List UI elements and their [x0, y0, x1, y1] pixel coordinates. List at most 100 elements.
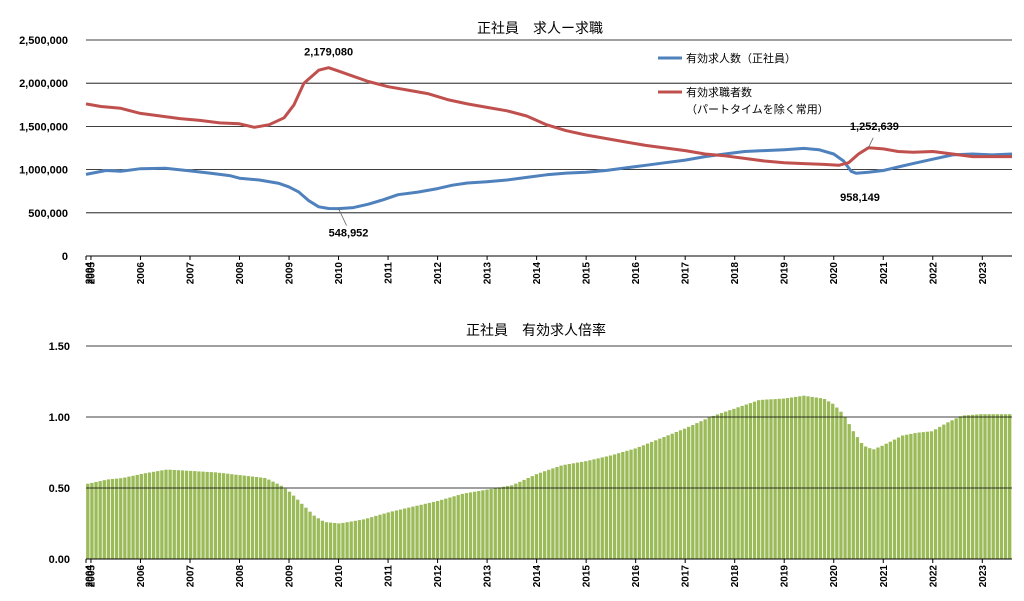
chart-2-bar: [304, 507, 308, 559]
chart-1-x-tick: 2014: [532, 262, 543, 285]
chart-2-bar: [209, 472, 213, 559]
chart-2-bar: [798, 396, 802, 559]
chart-2-bar: [835, 407, 839, 559]
chart-2-bar: [913, 433, 917, 559]
chart-2-bar: [538, 472, 543, 559]
chart-2-bar: [588, 460, 592, 559]
chart-2-bar: [658, 438, 662, 559]
chart-2-bar: [555, 467, 559, 559]
chart-2-bar: [872, 449, 876, 559]
chart-2-bar: [975, 414, 979, 559]
chart-1-x-tick: 2006: [136, 262, 147, 285]
chart-1-x-tick: 2021: [879, 262, 890, 285]
chart-2-bar: [493, 488, 497, 559]
chart-1-x-tick: 2012: [433, 262, 444, 285]
chart-2-bar: [896, 437, 901, 559]
chart-2-x-tick: 2022: [928, 565, 939, 588]
chart-1-x-tick: 2015: [582, 262, 593, 285]
chart-2-bar: [699, 421, 703, 559]
chart-2-bar: [514, 483, 518, 559]
chart-2-bar: [312, 515, 316, 559]
chart-2-bar: [308, 511, 312, 559]
chart-2-bar: [666, 435, 670, 559]
chart-2-bar: [814, 397, 818, 559]
chart-2-bar: [756, 400, 761, 559]
chart-2-bar: [189, 470, 193, 559]
chart-2-bar: [617, 453, 621, 559]
chart-2-x-tick: 2011: [384, 565, 395, 587]
chart-2-bar: [748, 403, 753, 559]
chart-2-bar: [353, 520, 357, 559]
chart-2-bar: [250, 476, 255, 559]
chart-2-bar: [641, 445, 646, 559]
chart-2-y-tick: 0.50: [49, 483, 70, 495]
chart-2-bar: [197, 471, 201, 559]
chart-2-bar: [645, 443, 650, 559]
chart-2-bar: [979, 414, 983, 559]
chart-2-title: 正社員 有効求人倍率: [466, 322, 606, 339]
chart-2-bar: [180, 470, 185, 559]
chart-1-y-tick: 500,000: [28, 208, 68, 220]
chart-2-bar: [168, 469, 172, 559]
chart-2-bar: [403, 508, 407, 559]
chart-2-bar: [230, 474, 234, 559]
chart-2-bar: [769, 399, 773, 559]
chart-2-bar: [925, 431, 930, 559]
chart-2-bar: [473, 491, 477, 559]
chart-2-bar: [789, 397, 794, 559]
chart-1-x-tick: 2005: [86, 262, 97, 285]
chart-2-bar: [761, 399, 765, 559]
chart-1-y-tick: 1,500,000: [19, 121, 68, 133]
chart-2-bar: [341, 522, 345, 559]
chart-2-bar: [991, 414, 995, 559]
chart-1-x-tick: 2023: [978, 262, 989, 285]
chart-2-bar: [818, 398, 823, 559]
chart-2-bar: [90, 482, 94, 559]
chart-2-x-tick: 2020: [829, 565, 840, 588]
chart-2-bar: [995, 414, 1000, 559]
chart-2-bar: [839, 411, 843, 559]
chart-2-bar: [398, 509, 403, 559]
chart-2-bar: [328, 522, 333, 559]
chart-2-bar: [802, 395, 806, 559]
chart-2-bar: [435, 501, 440, 559]
chart-2-bar: [728, 410, 732, 559]
chart-2-bar: [637, 446, 641, 559]
chart-2-bar: [567, 464, 571, 559]
chart-2-bar: [287, 491, 292, 559]
chart-2-bar: [1008, 414, 1012, 559]
chart-2-bar: [464, 493, 469, 559]
chart-2-bar: [855, 437, 860, 559]
chart-2-bar: [687, 426, 691, 559]
chart-2-bar: [366, 518, 370, 559]
chart-2-x-tick: 2007: [185, 565, 196, 588]
chart-2-bar: [752, 401, 757, 559]
chart-2-bar: [452, 496, 456, 559]
chart-2-bar: [580, 461, 584, 559]
chart-2-bar: [740, 405, 744, 559]
chart-2-bar: [361, 519, 366, 559]
chart-2-x-tick: 2018: [730, 565, 741, 588]
chart-2-x-tick: 2006: [136, 565, 147, 588]
chart-1-x-tick: 2022: [928, 262, 939, 285]
chart-2-bar: [320, 520, 325, 559]
chart-2-bar: [892, 439, 897, 559]
chart-2-bar: [444, 498, 448, 559]
chart-2-bar: [221, 473, 226, 559]
chart-2-x-tick: 2021: [879, 565, 890, 588]
chart-2-x-tick: 2012: [433, 565, 444, 588]
chart-2-bar: [859, 443, 864, 559]
chart-2-bar: [987, 414, 991, 559]
chart-2-bar: [271, 481, 275, 559]
chart-2-bar: [518, 481, 522, 559]
chart-2-x-tick: 2019: [780, 565, 791, 588]
chart-2-bar: [213, 472, 218, 559]
chart-2-bar: [863, 446, 868, 559]
chart-2-bar: [349, 521, 353, 559]
chart-2-bar: [254, 477, 259, 559]
chart-2-bar: [501, 486, 506, 559]
chart-2-bar: [440, 499, 444, 559]
chart-2-bar: [160, 470, 164, 559]
chart-2-bar: [415, 505, 419, 559]
chart-2-bar: [938, 426, 942, 559]
